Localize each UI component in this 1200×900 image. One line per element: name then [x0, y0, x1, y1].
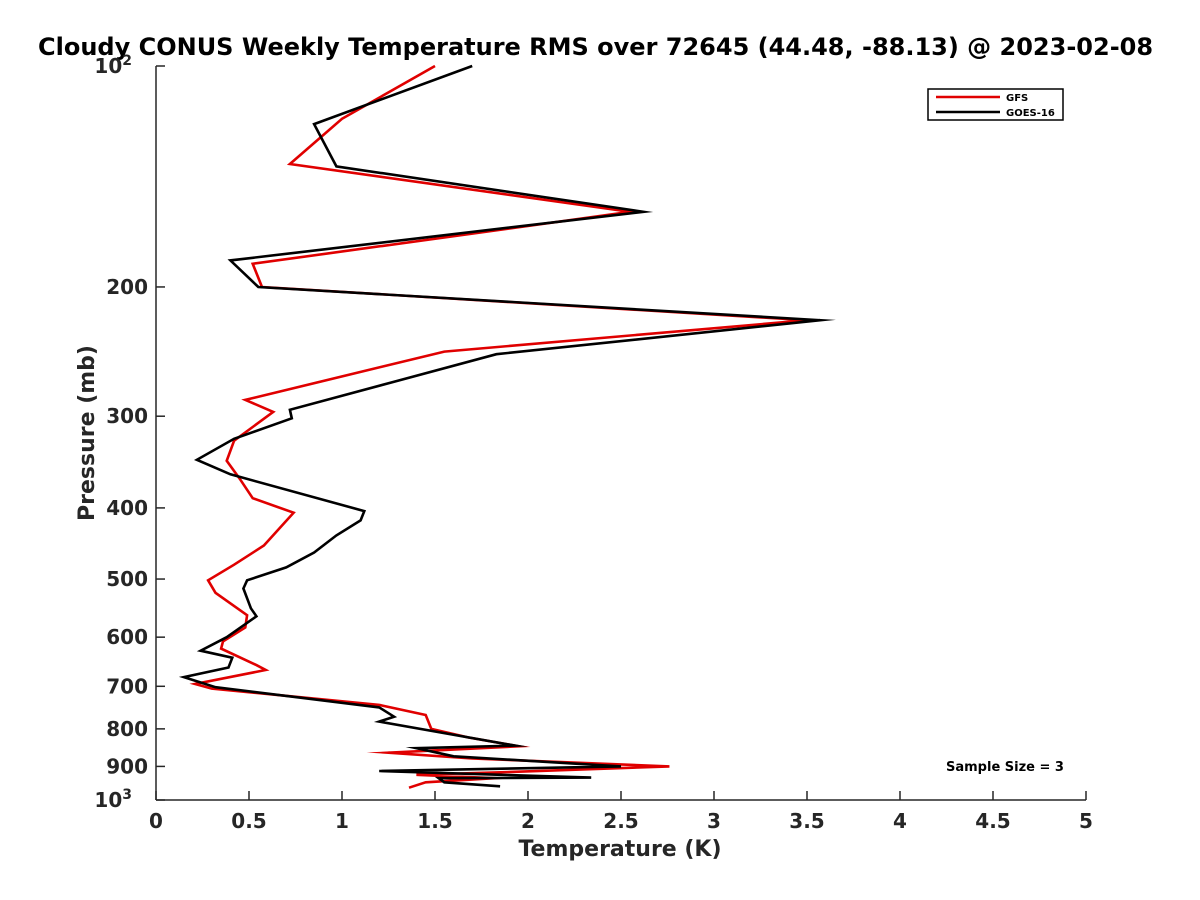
y-tick-label: 102 — [94, 53, 132, 78]
chart-title: Cloudy CONUS Weekly Temperature RMS over… — [38, 33, 1153, 61]
x-tick-label: 5 — [1079, 809, 1093, 833]
series-line-gfs — [189, 64, 825, 789]
x-tick-label: 0.5 — [231, 809, 266, 833]
x-tick-label: 4.5 — [975, 809, 1010, 833]
y-axis-label: Pressure (mb) — [75, 345, 100, 521]
plot-area: 0 0.5 1 1.5 2 2.5 3 3.5 4 4.5 5 102 200 300 400 500 600… — [94, 53, 1093, 833]
y-tick-label: 400 — [106, 496, 148, 520]
x-tick-label: 2 — [521, 809, 535, 833]
y-tick-label: 700 — [106, 674, 148, 698]
y-tick-label: 103 — [94, 787, 132, 812]
x-tick-label: 1 — [335, 809, 349, 833]
series-layer — [178, 64, 836, 789]
series-line-goes-16 — [178, 64, 836, 788]
y-tick-label: 300 — [106, 404, 148, 428]
x-tick-label: 0 — [149, 809, 163, 833]
y-tick-label: 500 — [106, 567, 148, 591]
x-tick-label: 1.5 — [417, 809, 452, 833]
y-tick-label: 900 — [106, 754, 148, 778]
x-tick-label: 2.5 — [603, 809, 638, 833]
legend-label: GOES-16 — [1006, 108, 1055, 119]
x-tick-label: 4 — [893, 809, 907, 833]
y-axis-ticks: 102 200 300 400 500 600 700 800 900 103 — [94, 53, 165, 812]
legend-box — [927, 88, 1064, 121]
x-tick-label: 3 — [707, 809, 721, 833]
x-axis-ticks: 0 0.5 1 1.5 2 2.5 3 3.5 4 4.5 5 — [149, 791, 1093, 833]
legend-label: GFS — [1006, 93, 1028, 104]
x-axis-label: Temperature (K) — [518, 837, 721, 862]
x-tick-label: 3.5 — [789, 809, 824, 833]
y-tick-label: 600 — [106, 625, 148, 649]
y-tick-label: 200 — [106, 275, 148, 299]
sample-size-annotation: Sample Size = 3 — [946, 760, 1064, 775]
y-tick-label: 800 — [106, 717, 148, 741]
legend: GFS GOES-16 — [927, 88, 1064, 121]
